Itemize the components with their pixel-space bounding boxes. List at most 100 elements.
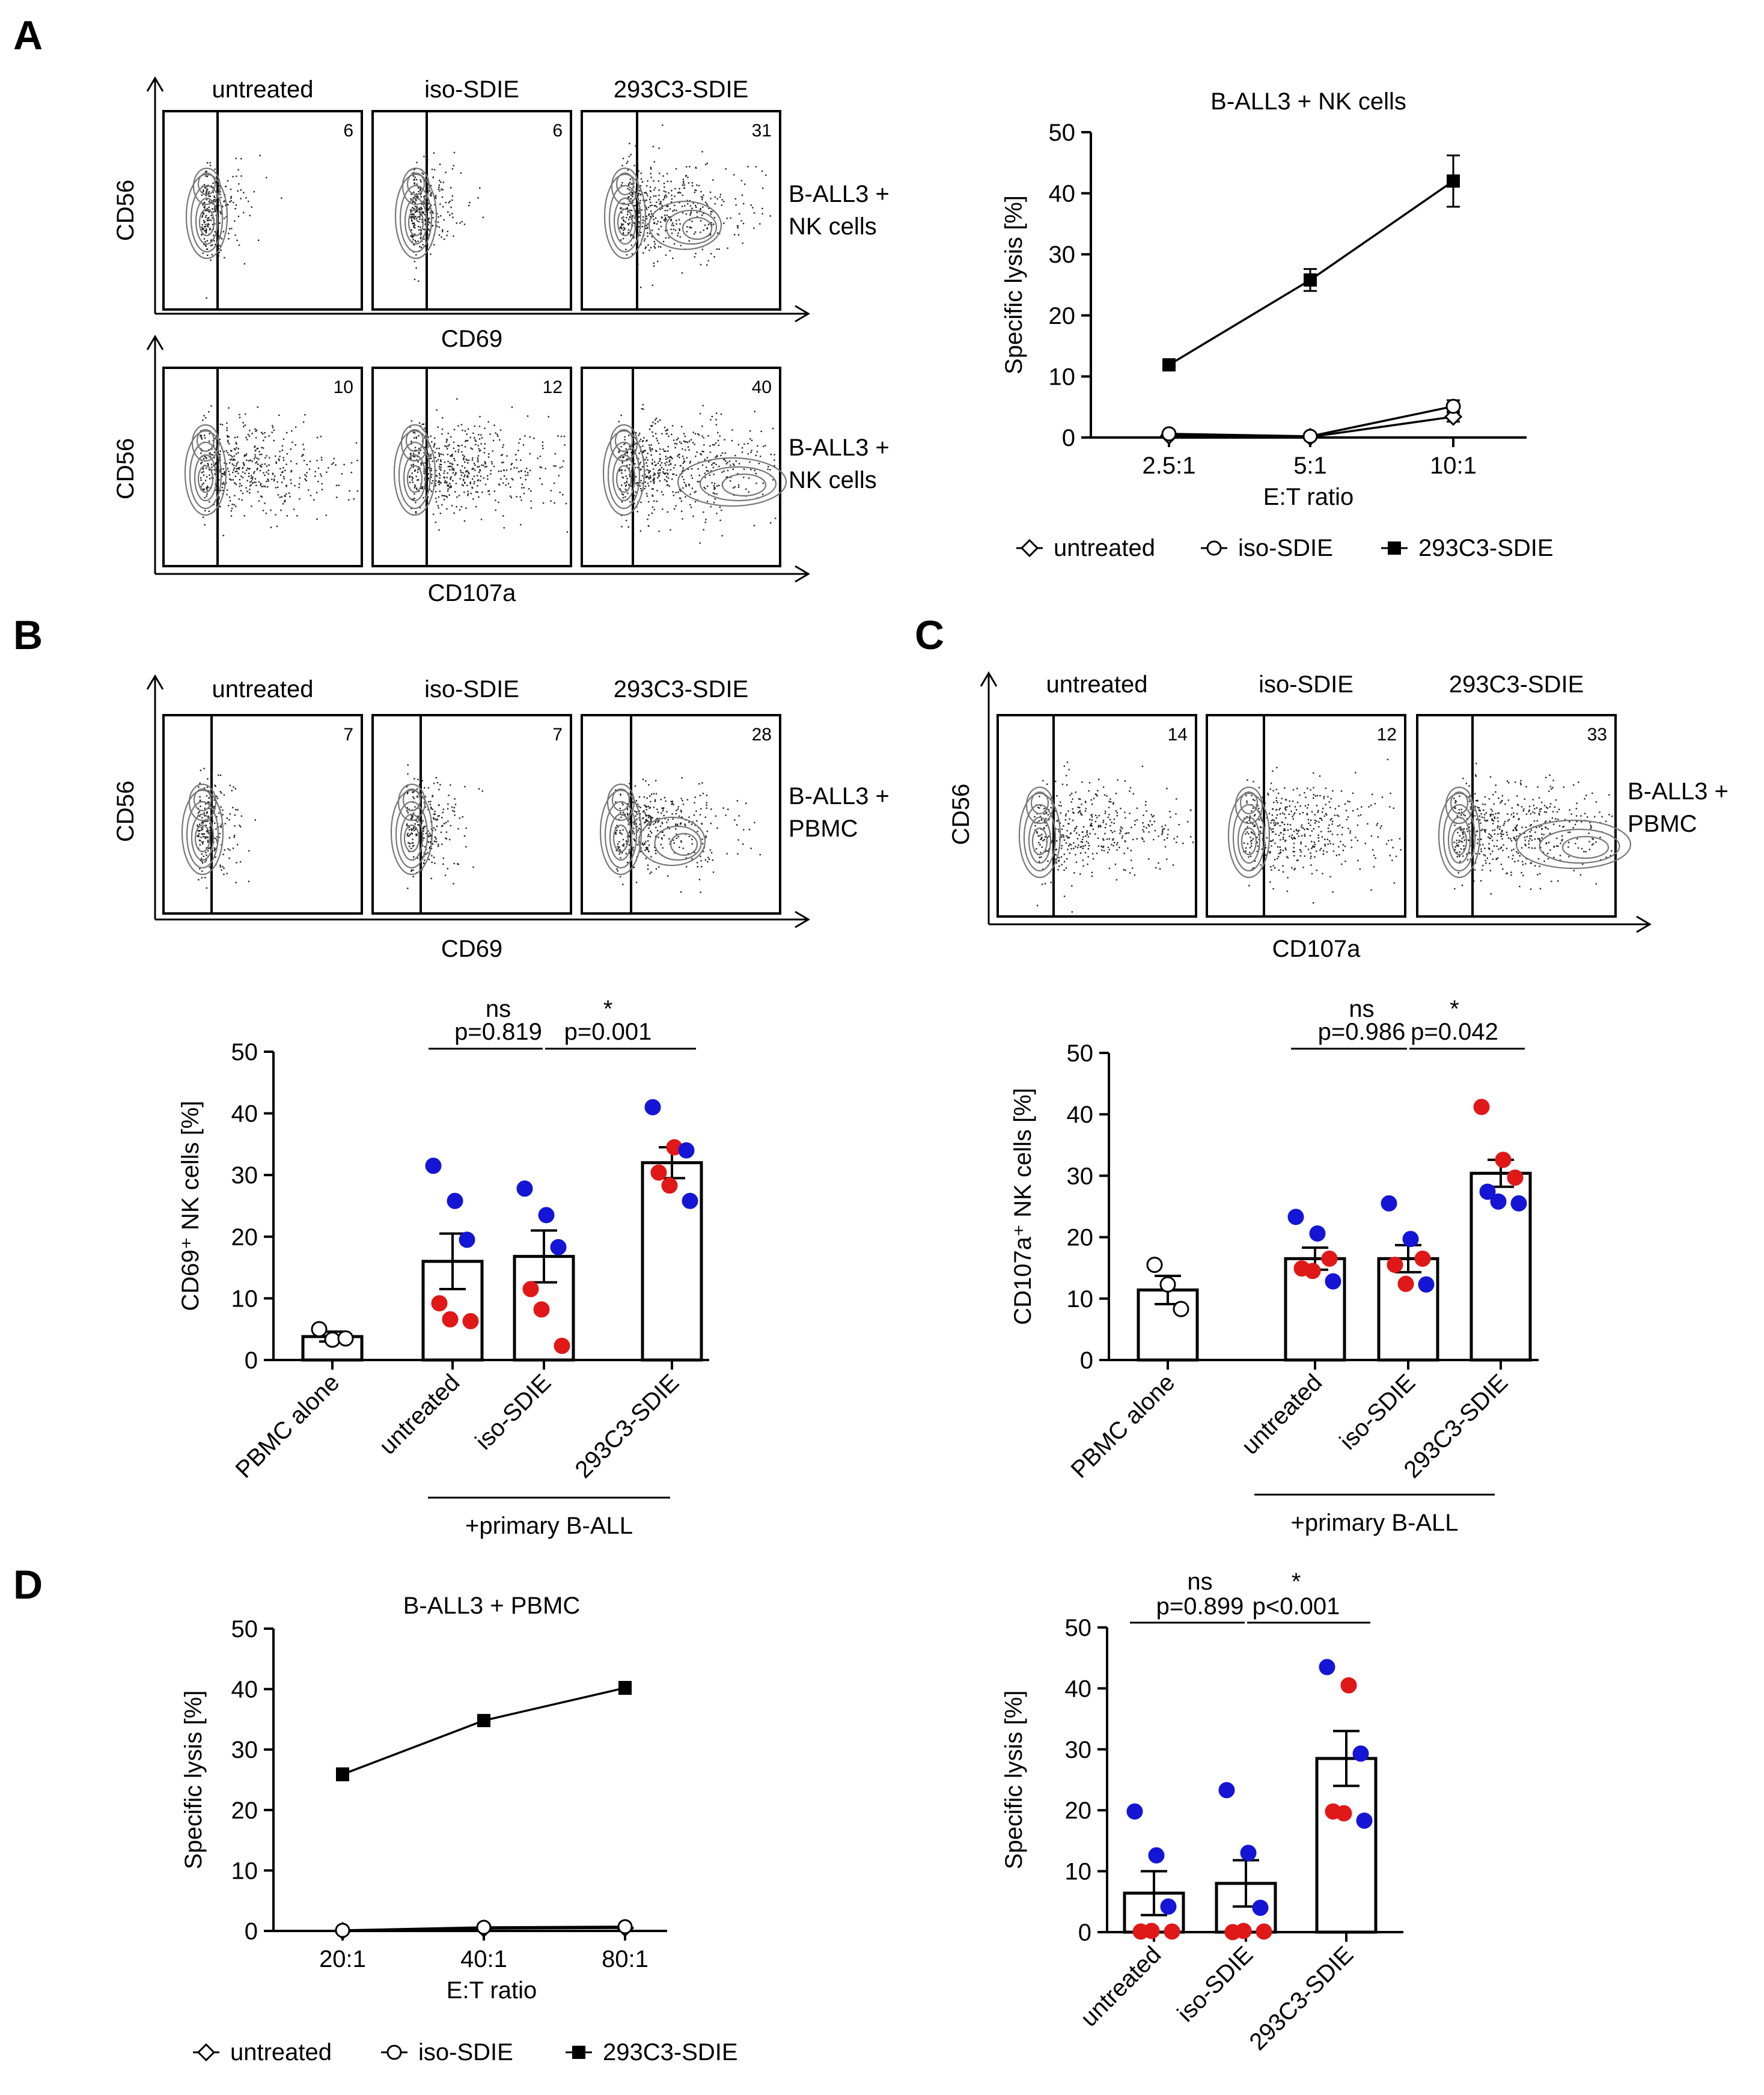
flow-a-cd107a-event-dot: [260, 495, 262, 497]
flow-a-cd69-event-dot: [240, 189, 242, 191]
flow-a-cd107a-event-dot: [234, 475, 236, 477]
flow-a-cd107a-event-dot: [420, 462, 422, 464]
flow-a-cd69-event-dot: [410, 194, 412, 195]
flow-a-cd69-event-dot: [219, 191, 221, 193]
flow-a-cd107a-event-dot: [481, 491, 483, 493]
flow-b-cd69-event-dot: [676, 837, 677, 840]
flow-c-cd107a-event-dot: [1331, 823, 1333, 825]
flow-a-cd107a-event-dot: [635, 442, 636, 445]
flow-a-cd69-event-dot: [410, 209, 412, 211]
flow-c-cd107a-event-dot: [1074, 828, 1076, 829]
flow-a-cd107a-event-dot: [415, 512, 417, 514]
flow-b-cd69-event-dot: [202, 834, 204, 835]
flow-b-cd69-event-dot: [413, 813, 415, 814]
flow-a-cd69-event-dot: [645, 193, 648, 195]
flow-a-cd69-event-dot: [621, 224, 623, 227]
flow-a-cd107a-event-dot: [659, 472, 661, 474]
flow-b-cd69-event-dot: [615, 827, 617, 829]
flow-a-cd107a-event-dot: [219, 505, 221, 508]
flow-a-cd69-event-dot: [630, 235, 632, 237]
flow-c-cd107a-event-dot: [1488, 843, 1490, 845]
flow-a-cd107a-event-dot: [434, 437, 436, 439]
flow-a-cd69-event-dot: [210, 259, 212, 261]
flow-c-cd107a-event-dot: [1058, 857, 1060, 859]
flow-a-cd69-event-dot: [204, 201, 206, 204]
flow-b-cd69-event-dot: [650, 818, 652, 820]
flow-a-cd69-event-dot: [657, 221, 659, 222]
flow-b-cd69-contour: [191, 813, 215, 861]
flow-a-cd107a-event-dot: [435, 457, 436, 459]
flow-a-cd107a-event-dot: [444, 477, 445, 479]
flow-a-cd107a-event-dot: [529, 453, 531, 455]
flow-a-cd107a-event-dot: [435, 484, 436, 487]
flow-a-cd107a-event-dot: [243, 455, 245, 457]
flow-c-cd107a-event-dot: [1114, 842, 1115, 844]
flow-a-cd69-event-dot: [220, 249, 222, 251]
flow-a-cd107a-event-dot: [270, 509, 272, 511]
flow-a-cd69-event-dot: [653, 246, 655, 248]
flow-a-cd107a-event-dot: [428, 477, 430, 479]
flow-a-cd107a-event-dot: [284, 495, 285, 497]
flow-c-cd107a-event-dot: [1272, 819, 1274, 821]
flow-a-cd107a-event-dot: [465, 471, 467, 473]
flow-a-cd107a-event-dot: [464, 474, 466, 476]
flow-b-cd69-event-dot: [209, 866, 210, 868]
flow-a-cd107a-event-dot: [446, 496, 448, 498]
flow-c-cd107a-event-dot: [1458, 855, 1460, 858]
flow-c-cd107a-event-dot: [1372, 849, 1374, 851]
flow-a-cd107a-event-dot: [668, 435, 670, 438]
flow-c-cd107a-event-dot: [1149, 825, 1150, 827]
flow-a-cd107a-event-dot: [550, 500, 552, 502]
flow-a-cd69-event-dot: [410, 213, 413, 216]
flow-a-cd69-event-dot: [629, 142, 630, 144]
flow-b-cd69-event-dot: [673, 839, 674, 841]
flow-a-cd107a-event-dot: [450, 486, 452, 488]
flow-a-cd69-event-dot: [215, 205, 217, 207]
flow-a-cd107a-event-dot: [450, 478, 451, 480]
flow-b-cd69-event-dot: [208, 847, 210, 849]
flow-c-cd107a-event-dot: [1497, 857, 1499, 859]
flow-c-cd107a-event-dot: [1497, 825, 1499, 827]
flow-c-cd107a-event-dot: [1122, 835, 1123, 837]
flow-a-cd69-event-dot: [761, 207, 763, 210]
flow-a-cd107a-event-dot: [202, 468, 204, 469]
flow-c-cd107a-event-dot: [1097, 778, 1100, 781]
flow-c-cd107a-event-dot: [1323, 796, 1325, 797]
flow-c-cd107a-event-dot: [1491, 850, 1494, 852]
flow-a-cd69-event-dot: [665, 217, 667, 219]
flow-b-cd69-event-dot: [206, 811, 208, 813]
flow-c-cd107a-event-dot: [1120, 826, 1122, 828]
flow-a-cd107a-event-dot: [430, 468, 432, 469]
flow-a-cd107a-event-dot: [685, 484, 687, 486]
flow-a-cd107a-event-dot: [238, 468, 240, 470]
flow-a-cd69-event-dot: [438, 226, 441, 228]
flow-a-cd107a-event-dot: [646, 495, 649, 497]
flow-c-cd107a-event-dot: [1070, 844, 1072, 846]
flow-a-cd107a-event-dot: [256, 448, 258, 450]
flow-a-cd107a-event-dot: [502, 515, 504, 517]
flow-a-cd69-event-dot: [456, 222, 457, 224]
flow-a-cd107a-event-dot: [235, 442, 237, 444]
flow-c-cd107a-event-dot: [1105, 823, 1107, 825]
flow-a-cd69-event-dot: [622, 224, 624, 225]
flow-c-cd107a-event-dot: [1097, 845, 1099, 847]
flow-a-cd69-event-dot: [229, 201, 231, 203]
flow-c-cd107a-event-dot: [1459, 861, 1461, 862]
flow-a-cd107a-event-dot: [626, 452, 629, 454]
flow-a-cd69-condition-title: 293C3-SDIE: [614, 76, 749, 103]
flow-a-cd107a-event-dot: [207, 490, 209, 492]
flow-a-cd107a-event-dot: [453, 428, 456, 430]
flow-c-cd107a-event-dot: [1466, 853, 1468, 855]
flow-c-cd107a-event-dot: [1060, 801, 1061, 803]
flow-a-cd69-event-dot: [710, 211, 712, 213]
flow-a-cd69-contour: [611, 167, 639, 206]
flow-c-cd107a-event-dot: [1476, 763, 1477, 764]
flow-c-cd107a-event-dot: [1252, 807, 1254, 809]
flow-a-cd107a-event-dot: [645, 462, 647, 464]
flow-a-cd69-event-dot: [420, 214, 423, 216]
flow-c-cd107a-event-dot: [1286, 890, 1289, 892]
flow-c-cd107a-event-dot: [1304, 834, 1305, 835]
flow-b-cd69-event-dot: [691, 838, 693, 840]
flow-c-cd107a-event-dot: [1076, 826, 1078, 828]
